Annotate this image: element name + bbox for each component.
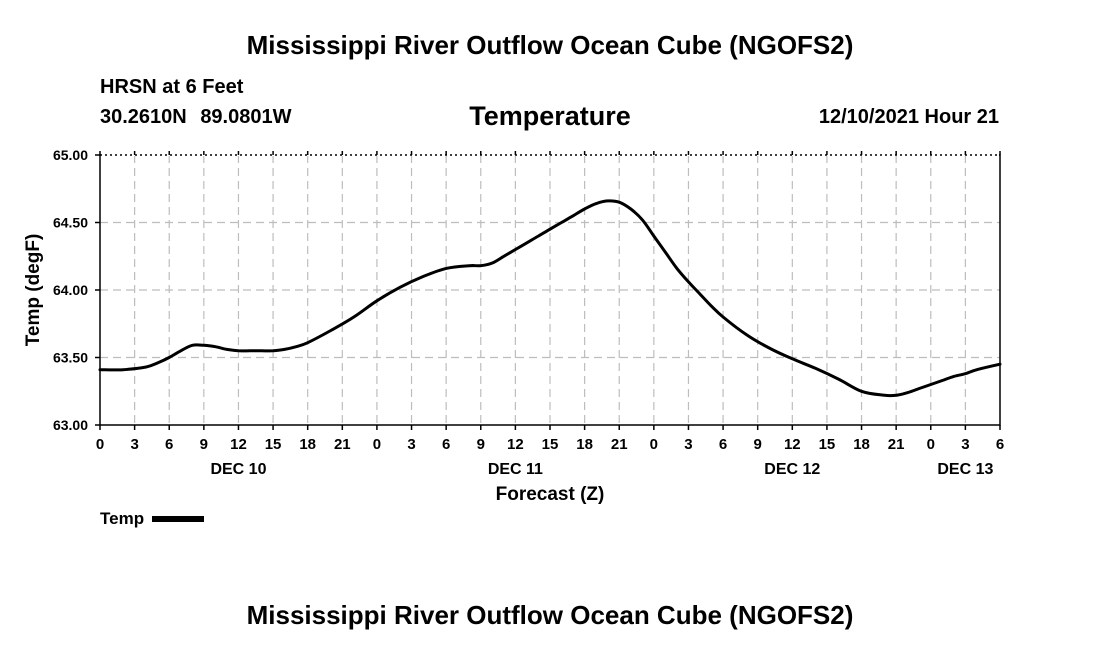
- y-tick-label: 63.50: [53, 350, 88, 366]
- x-tick-labels: 0 3 6 9 12 15 18 21 0 3 6 9 12 15 18 21 0 3 6 9 12 15 18 21 0 3 6: [96, 436, 1004, 453]
- x-tick-label: 9: [477, 436, 485, 453]
- x-tick-label: 12: [507, 436, 524, 453]
- x-tick-label: 15: [265, 436, 282, 453]
- station-label: HRSN at 6 Feet: [100, 76, 244, 98]
- variable-title: Temperature: [469, 101, 631, 131]
- x-tick-label: 6: [442, 436, 450, 453]
- date-label: DEC 12: [764, 461, 820, 478]
- chart-legend: Temp: [100, 509, 205, 529]
- legend-swatch: [152, 516, 205, 522]
- axis-ticks: [95, 151, 1001, 430]
- date-labels: DEC 10 DEC 11 DEC 12 DEC 13: [210, 461, 993, 478]
- x-tick-label: 6: [165, 436, 173, 453]
- x-tick-label: 18: [299, 436, 316, 453]
- latitude: 30.2610N: [100, 106, 187, 128]
- date-label: DEC 11: [488, 461, 543, 478]
- y-tick-label: 63.00: [53, 417, 88, 433]
- x-tick-label: 21: [611, 436, 628, 453]
- date-label: DEC 13: [937, 461, 993, 478]
- x-tick-label: 9: [754, 436, 762, 453]
- x-tick-label: 6: [719, 436, 727, 453]
- y-tick-labels: 63.00 63.50 64.00 64.50 65.00: [53, 147, 88, 433]
- y-tick-label: 64.50: [53, 215, 88, 231]
- x-tick-label: 0: [650, 436, 658, 453]
- forecast-datetime: 12/10/2021 Hour 21: [818, 106, 999, 128]
- x-tick-label: 3: [407, 436, 415, 453]
- x-tick-label: 15: [819, 436, 836, 453]
- page-title: Mississippi River Outflow Ocean Cube (NG…: [246, 30, 854, 60]
- x-axis-title: Forecast (Z): [496, 484, 605, 505]
- legend-label: Temp: [100, 509, 145, 528]
- x-tick-label: 0: [96, 436, 104, 453]
- temp-series-line: [98, 199, 1002, 398]
- y-tick-label: 65.00: [53, 147, 88, 163]
- x-tick-label: 12: [230, 436, 247, 453]
- longitude: 89.0801W: [200, 106, 292, 128]
- y-tick-label: 64.00: [53, 282, 88, 298]
- x-tick-label: 3: [961, 436, 969, 453]
- x-tick-label: 0: [927, 436, 935, 453]
- x-tick-label: 18: [853, 436, 870, 453]
- x-tick-label: 9: [200, 436, 208, 453]
- x-tick-label: 0: [373, 436, 381, 453]
- x-tick-label: 15: [542, 436, 559, 453]
- y-axis-title: Temp (degF): [23, 234, 44, 347]
- x-tick-label: 6: [996, 436, 1004, 453]
- x-tick-label: 3: [130, 436, 138, 453]
- x-tick-label: 21: [888, 436, 905, 453]
- date-label: DEC 10: [210, 461, 266, 478]
- x-tick-label: 18: [576, 436, 593, 453]
- x-tick-label: 3: [684, 436, 692, 453]
- footer-title: Mississippi River Outflow Ocean Cube (NG…: [246, 600, 854, 630]
- grid-lines: [100, 155, 1000, 425]
- x-tick-label: 21: [334, 436, 351, 453]
- station-coordinates: 30.2610N 89.0801W: [100, 106, 299, 129]
- x-tick-label: 12: [784, 436, 801, 453]
